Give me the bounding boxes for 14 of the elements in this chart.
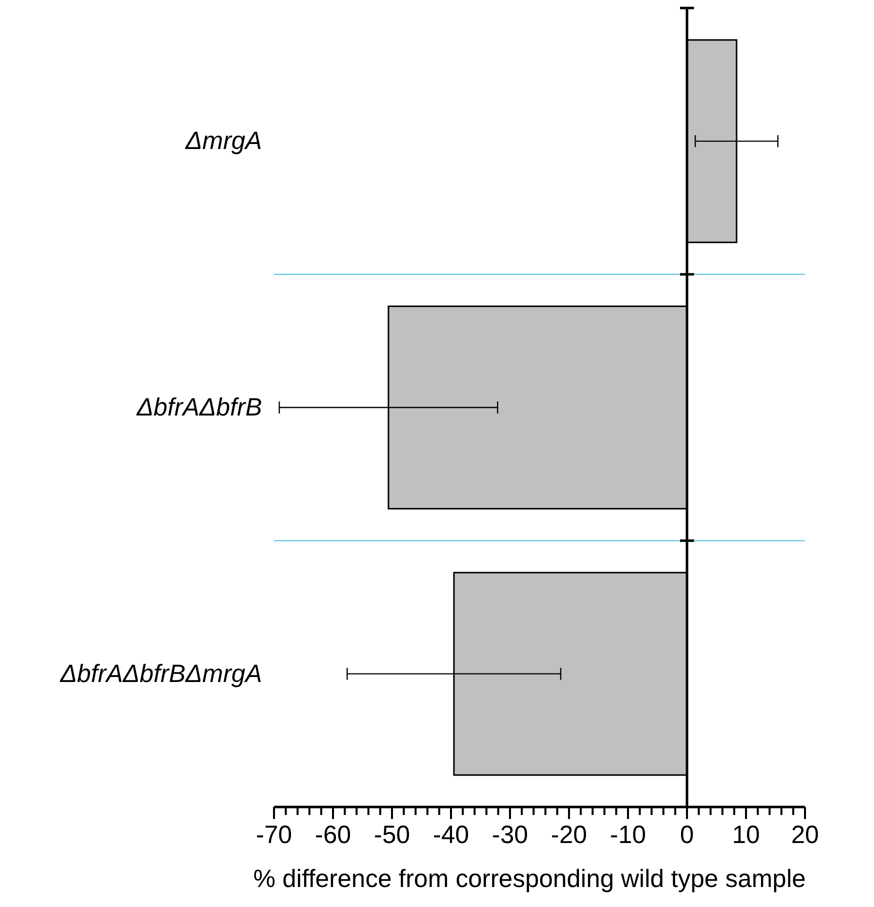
x-tick-label: -60: [314, 821, 352, 849]
x-tick-label: -30: [492, 821, 528, 849]
x-tick-label: 10: [732, 821, 760, 849]
y-tick-label: ΔmrgA: [184, 127, 262, 156]
y-tick-label: ΔbfrAΔbfrB: [136, 394, 262, 422]
x-tick-label: -10: [610, 821, 646, 849]
x-tick-label: -50: [374, 821, 410, 849]
x-axis-title: % difference from corresponding wild type sample: [253, 865, 806, 893]
x-tick-label: -70: [256, 821, 292, 849]
x-tick-label: 20: [791, 821, 819, 849]
x-tick-label: -20: [550, 821, 588, 849]
x-tick-label: 0: [680, 821, 694, 849]
x-tick-label: -40: [432, 821, 470, 849]
y-tick-label: ΔbfrAΔbfrBΔmrgA: [59, 660, 262, 688]
